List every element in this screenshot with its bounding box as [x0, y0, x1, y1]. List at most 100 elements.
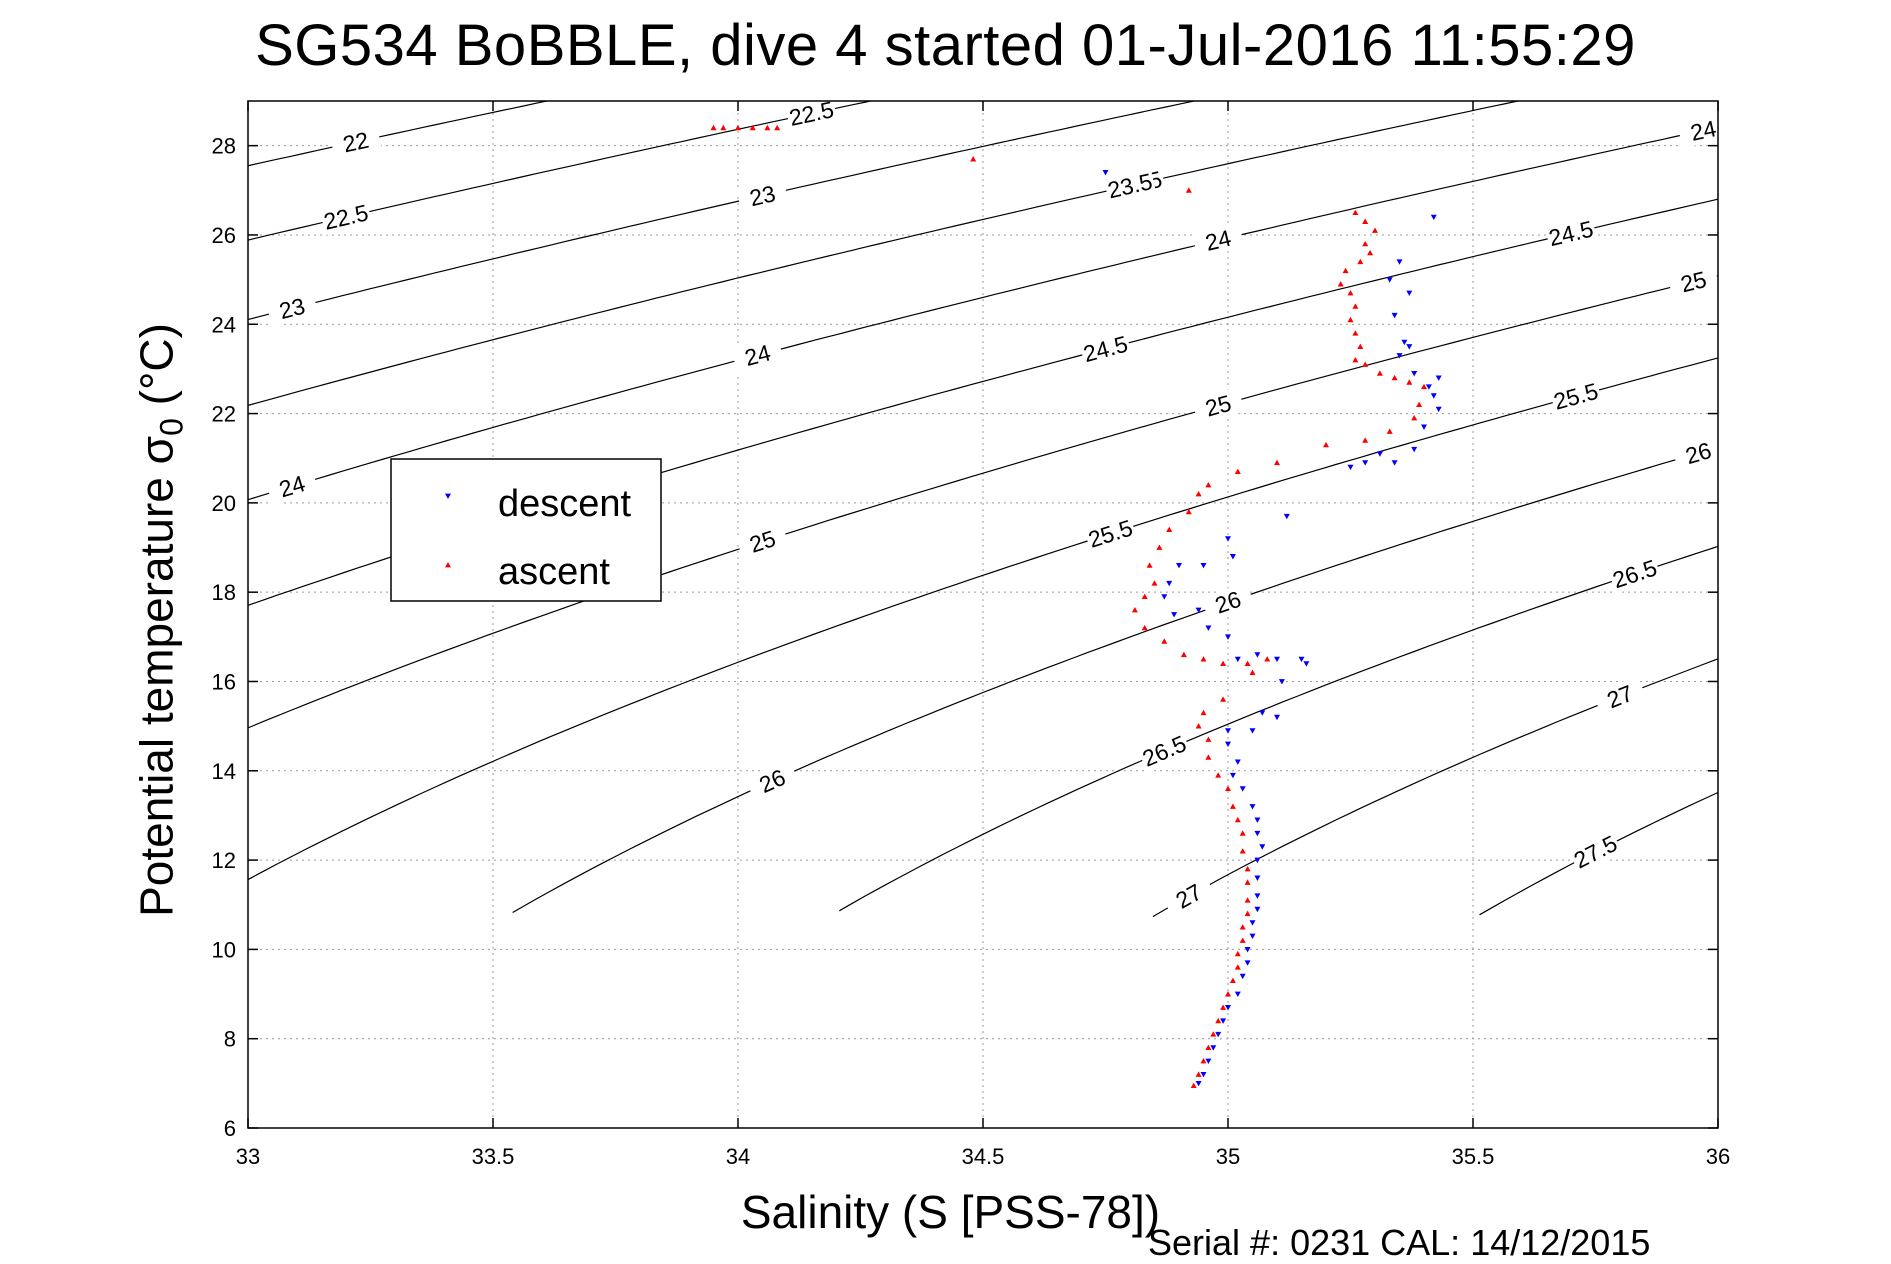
contour-label-bg — [745, 759, 800, 803]
contour-label-bg — [1607, 553, 1662, 594]
descent-point — [1171, 612, 1178, 618]
ascent-point — [1367, 249, 1374, 256]
contour-line-25.5 — [248, 357, 1718, 881]
contour-label-bg — [735, 521, 790, 562]
contour-label: 24.5 — [1081, 331, 1131, 367]
descent-point — [1254, 875, 1261, 881]
descent-point — [1249, 920, 1256, 926]
descent-point — [1254, 652, 1261, 658]
x-tick-label: 33.5 — [472, 1144, 515, 1169]
descent-point — [1376, 451, 1383, 457]
y-tick-label: 24 — [212, 312, 236, 337]
ascent-point — [1225, 991, 1231, 997]
ascent-point — [1239, 848, 1246, 854]
ascent-point — [1185, 187, 1192, 193]
ascent-point — [1244, 910, 1251, 917]
legend-descent-label: descent — [498, 483, 632, 525]
ascent-point — [1200, 709, 1207, 716]
descent-point — [1274, 656, 1280, 663]
descent-point — [1210, 1045, 1217, 1051]
contour-line-23.5 — [248, 101, 1521, 407]
descent-point — [1234, 759, 1241, 765]
descent-point — [1254, 857, 1261, 864]
descent-series — [1102, 170, 1442, 1087]
contour-label-bg — [1677, 112, 1730, 149]
contour-label-bg — [329, 124, 383, 160]
descent-point — [1249, 728, 1256, 734]
contour-label: 23 — [747, 180, 778, 211]
contour-line-21.5 — [199, 0, 1767, 106]
ascent-point — [1234, 964, 1241, 970]
contour-label: 25 — [1678, 266, 1709, 297]
ascent-point — [710, 124, 717, 131]
ascent-point — [1342, 267, 1349, 274]
descent-point — [1225, 1005, 1231, 1011]
descent-point — [1303, 661, 1310, 667]
ascent-point — [1244, 879, 1251, 885]
ascent-point — [1166, 526, 1173, 533]
descent-point — [1421, 424, 1427, 430]
descent-point — [1274, 714, 1280, 721]
descent-point — [1396, 259, 1403, 265]
y-tick-label: 18 — [212, 580, 236, 605]
contour-label-bg — [1667, 263, 1720, 301]
y-tick-label: 6 — [224, 1116, 236, 1141]
descent-point — [1200, 562, 1207, 569]
descent-point — [1391, 312, 1398, 319]
ascent-point — [1215, 772, 1222, 778]
descent-point — [1225, 634, 1231, 640]
contour-label: 22 — [341, 127, 372, 158]
contour-line-23 — [248, 101, 1197, 321]
descent-point — [1283, 513, 1290, 520]
descent-point — [1435, 406, 1442, 413]
ascent-point — [1200, 656, 1207, 662]
contour-label-bg — [1201, 582, 1255, 623]
ascent-point — [1205, 1044, 1212, 1051]
ascent-point — [1156, 544, 1163, 550]
descent-point — [1234, 656, 1241, 663]
ascent-point — [1185, 508, 1192, 515]
ascent-point — [1352, 209, 1359, 216]
contour-label: 26.5 — [1139, 730, 1190, 772]
ascent-point — [1347, 316, 1354, 323]
contour-label: 26.5 — [1609, 554, 1660, 593]
ascent-point — [1337, 281, 1344, 287]
contour-label-bg — [1103, 167, 1157, 204]
contour-label-bg — [319, 198, 373, 236]
ascent-point — [1362, 437, 1369, 443]
chart-title: SG534 BoBBLE, dive 4 started 01-Jul-2016… — [255, 13, 1636, 78]
ascent-point — [1352, 330, 1359, 336]
contour-line-22.5 — [248, 101, 874, 241]
descent-point — [1176, 562, 1182, 569]
descent-point — [1220, 1018, 1227, 1024]
contour-label-bg — [1568, 829, 1623, 875]
descent-point — [1195, 607, 1202, 614]
ascent-point — [1141, 624, 1148, 631]
ascent-point — [1205, 754, 1212, 760]
descent-point — [1166, 580, 1173, 587]
descent-point — [1401, 339, 1408, 346]
ascent-point — [1244, 660, 1251, 667]
x-axis-label: Salinity (S [PSS-78]) — [740, 1186, 1161, 1238]
ascent-point — [1195, 723, 1202, 729]
contour-label-bg — [1083, 513, 1138, 554]
ascent-point — [1131, 607, 1138, 613]
x-tick-label: 35.5 — [1452, 1144, 1495, 1169]
descent-point — [1298, 656, 1305, 663]
x-tick-label: 34.5 — [962, 1144, 1005, 1169]
ascent-point — [1229, 803, 1236, 809]
contour-label-bg — [1078, 330, 1133, 368]
contour-label-bg — [1161, 873, 1217, 920]
ascent-point — [735, 124, 741, 131]
ascent-point — [1391, 374, 1398, 381]
descent-point — [1244, 960, 1251, 966]
descent-point — [1215, 1031, 1222, 1038]
y-tick-label: 28 — [212, 134, 236, 159]
ascent-point — [1200, 1058, 1207, 1064]
ascent-point — [1357, 258, 1364, 265]
ascent-point — [1352, 356, 1359, 363]
ascent-point — [1249, 669, 1256, 675]
descent-point — [1195, 1080, 1202, 1087]
descent-point — [1430, 214, 1437, 221]
contour-label-bg — [1544, 215, 1598, 252]
